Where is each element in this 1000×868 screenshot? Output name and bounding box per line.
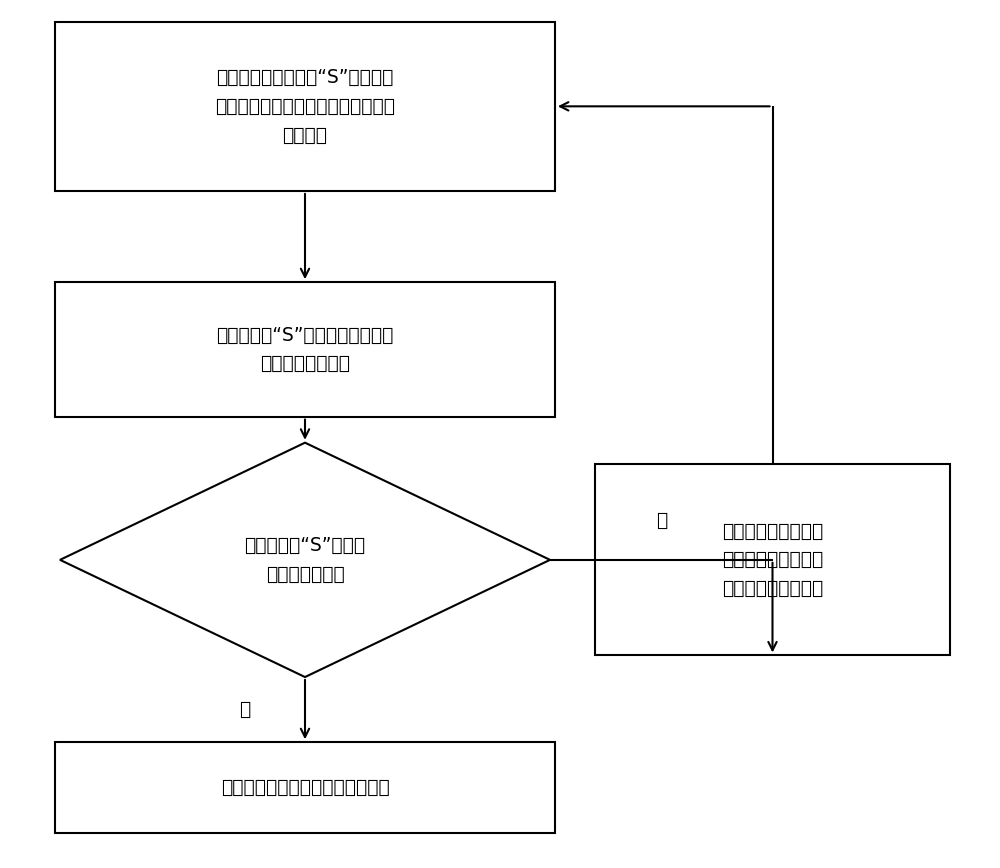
Polygon shape [60, 443, 550, 677]
Bar [55, 742, 555, 833]
Text: 是: 是 [239, 700, 251, 719]
Text: 检验完成，五轴机床动态精度合格: 检验完成，五轴机床动态精度合格 [221, 779, 389, 797]
Bar [55, 22, 555, 191]
Bar [595, 464, 950, 655]
Text: 否: 否 [656, 510, 667, 529]
Text: 此次加工的“S”件的轮
廓误差是否合格: 此次加工的“S”件的轮 廓误差是否合格 [244, 536, 366, 584]
Bar [55, 282, 555, 417]
Text: 找到造成五轴机床动
态误差的机床因素，
调整机床相关参数；: 找到造成五轴机床动 态误差的机床因素， 调整机床相关参数； [722, 522, 823, 598]
Text: 待检测五轴机床加工“S”件，包括
从制备毛坏、粗加工以及精加工的整
个过程；: 待检测五轴机床加工“S”件，包括 从制备毛坏、粗加工以及精加工的整 个过程； [215, 68, 395, 145]
Text: 将加工好的“S”件用三坐标测量仪
检测其轮廓误差；: 将加工好的“S”件用三坐标测量仪 检测其轮廓误差； [216, 326, 394, 373]
